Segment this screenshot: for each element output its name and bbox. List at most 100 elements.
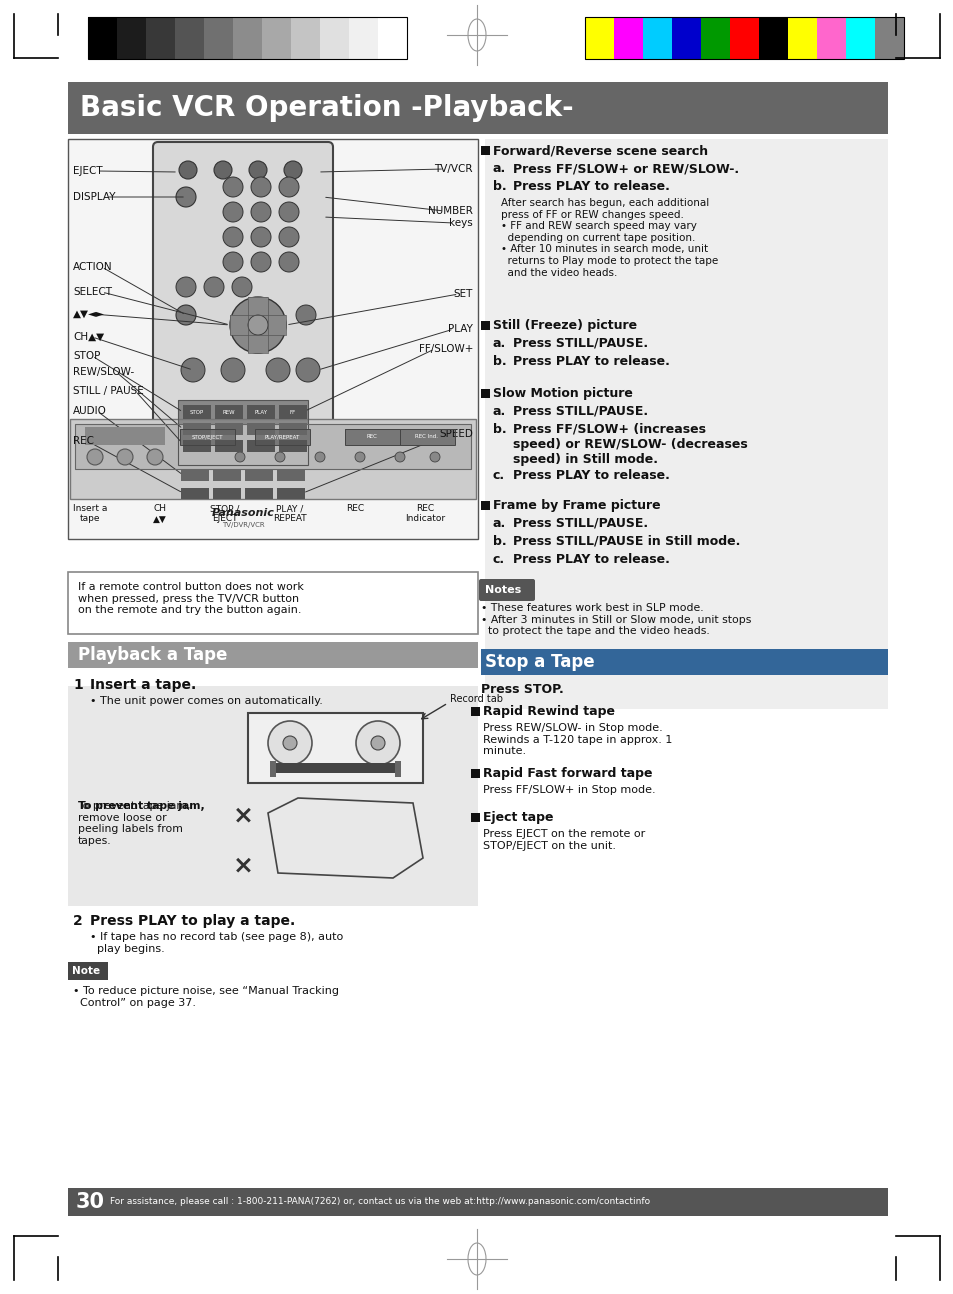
Bar <box>68 1188 887 1216</box>
Bar <box>759 17 787 60</box>
Text: Press FF/SLOW+ in Stop mode.: Press FF/SLOW+ in Stop mode. <box>482 785 655 795</box>
Text: Playback a Tape: Playback a Tape <box>78 646 227 664</box>
Bar <box>68 642 477 668</box>
Text: Press REW/SLOW- in Stop mode.
Rewinds a T-120 tape in approx. 1
minute.: Press REW/SLOW- in Stop mode. Rewinds a … <box>482 723 672 756</box>
Text: Insert a tape.: Insert a tape. <box>90 678 196 692</box>
Text: SELECT: SELECT <box>73 287 112 298</box>
Circle shape <box>371 736 385 751</box>
Bar <box>584 17 614 60</box>
Circle shape <box>175 277 195 298</box>
Bar <box>874 17 903 60</box>
Bar <box>181 470 209 481</box>
Text: STOP: STOP <box>73 351 100 361</box>
Bar <box>230 314 286 335</box>
Text: b.: b. <box>493 423 506 436</box>
Text: STILL / PAUSE: STILL / PAUSE <box>73 386 144 396</box>
Bar <box>276 488 305 499</box>
Bar <box>480 389 490 399</box>
Text: EJECT: EJECT <box>73 166 103 176</box>
Text: FF: FF <box>290 409 295 414</box>
Text: Rapid Rewind tape: Rapid Rewind tape <box>482 705 615 718</box>
Bar <box>183 405 211 419</box>
Text: Press PLAY to play a tape.: Press PLAY to play a tape. <box>90 914 294 928</box>
Text: Eject tape: Eject tape <box>482 811 553 824</box>
Text: TV/DVR/VCR: TV/DVR/VCR <box>221 521 264 528</box>
Text: Notes: Notes <box>484 585 520 595</box>
Text: Press STOP.: Press STOP. <box>480 683 563 696</box>
Circle shape <box>248 314 268 335</box>
Text: STOP: STOP <box>190 409 204 414</box>
Circle shape <box>251 202 271 223</box>
Text: ACTION: ACTION <box>73 261 112 272</box>
Bar <box>183 423 211 435</box>
Text: AUDIO: AUDIO <box>73 406 107 415</box>
Bar <box>480 321 490 330</box>
Bar <box>377 17 407 60</box>
Bar <box>178 400 308 465</box>
Bar <box>845 17 874 60</box>
Bar <box>278 440 307 452</box>
Circle shape <box>147 449 163 465</box>
Bar <box>68 572 477 634</box>
Text: SPEED: SPEED <box>438 430 473 439</box>
Bar <box>117 17 146 60</box>
Text: • To reduce picture noise, see “Manual Tracking
  Control” on page 37.: • To reduce picture noise, see “Manual T… <box>73 986 338 1008</box>
Circle shape <box>278 177 298 197</box>
Circle shape <box>249 160 267 179</box>
Circle shape <box>266 358 290 382</box>
Bar <box>700 17 729 60</box>
Circle shape <box>284 160 302 179</box>
Bar <box>276 470 305 481</box>
Text: keys: keys <box>449 217 473 228</box>
Text: NUMBER: NUMBER <box>428 206 473 216</box>
Circle shape <box>251 252 271 272</box>
Circle shape <box>117 449 132 465</box>
Bar <box>480 146 490 155</box>
Circle shape <box>181 358 205 382</box>
Text: a.: a. <box>493 405 506 418</box>
Bar <box>247 405 274 419</box>
Bar <box>480 501 490 510</box>
Circle shape <box>278 202 298 223</box>
Text: Frame by Frame picture: Frame by Frame picture <box>493 499 659 512</box>
Text: Note: Note <box>71 967 100 976</box>
Circle shape <box>278 226 298 247</box>
Text: • These features work best in SLP mode.
• After 3 minutes in Still or Slow mode,: • These features work best in SLP mode. … <box>480 603 751 637</box>
Text: a.: a. <box>493 162 506 175</box>
Circle shape <box>278 252 298 272</box>
Text: Press PLAY to release.: Press PLAY to release. <box>513 180 669 193</box>
Bar <box>178 400 308 465</box>
Bar <box>214 405 243 419</box>
Bar <box>278 423 307 435</box>
Text: REC: REC <box>73 436 94 446</box>
Bar <box>68 82 887 135</box>
Bar <box>85 427 165 445</box>
Bar <box>291 17 319 60</box>
Bar <box>230 314 286 335</box>
Text: Forward/Reverse scene search: Forward/Reverse scene search <box>493 144 707 157</box>
Bar <box>787 17 816 60</box>
Text: b.: b. <box>493 180 506 193</box>
Bar <box>247 440 274 452</box>
Bar <box>245 488 273 499</box>
Text: REW/SLOW-: REW/SLOW- <box>73 367 134 377</box>
Text: Press STILL/PAUSE in Still mode.: Press STILL/PAUSE in Still mode. <box>513 534 740 547</box>
Circle shape <box>274 452 285 462</box>
Text: ×: × <box>233 804 253 827</box>
Bar <box>180 430 234 445</box>
Circle shape <box>355 452 365 462</box>
Bar <box>471 707 479 716</box>
Text: SET: SET <box>453 289 473 299</box>
Text: Still (Freeze) picture: Still (Freeze) picture <box>493 320 637 333</box>
Bar <box>248 713 422 783</box>
Circle shape <box>223 252 243 272</box>
Bar <box>471 813 479 822</box>
Text: Stop a Tape: Stop a Tape <box>484 653 594 672</box>
Circle shape <box>223 177 243 197</box>
Text: REC: REC <box>366 435 377 440</box>
Text: Panasonic: Panasonic <box>212 509 274 518</box>
Circle shape <box>295 305 315 325</box>
Text: REC: REC <box>346 503 364 512</box>
Text: PLAY: PLAY <box>448 324 473 334</box>
Text: Slow Motion picture: Slow Motion picture <box>493 387 632 400</box>
